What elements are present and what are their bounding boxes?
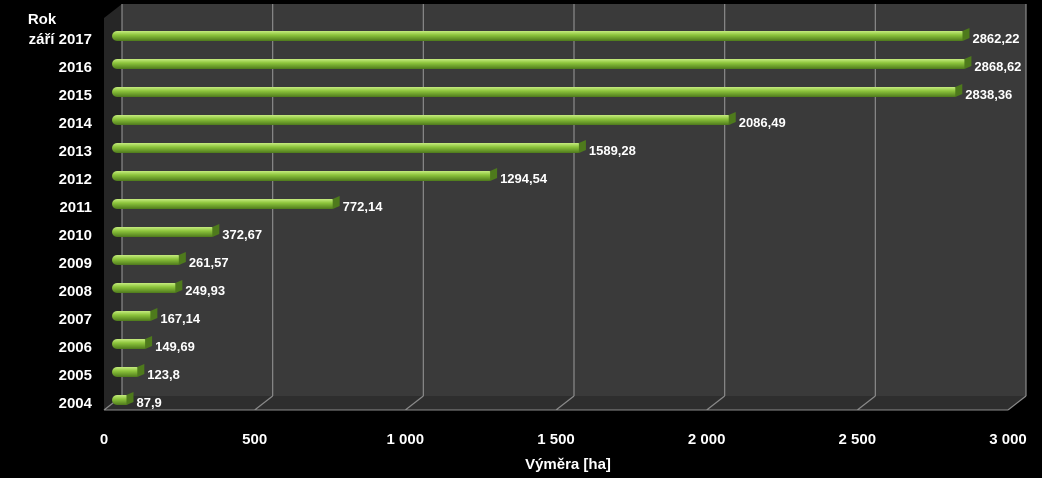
y-tick-label: 2007: [59, 311, 92, 328]
x-tick-label: 1 500: [537, 431, 575, 448]
x-tick-label: 1 000: [387, 431, 425, 448]
y-tick-label: 2011: [59, 199, 92, 216]
y-tick-label: 2008: [59, 283, 92, 300]
y-tick-label: 2005: [59, 367, 92, 384]
bar-end-cap: [964, 56, 972, 69]
bar: [112, 171, 495, 181]
y-tick-label: 2013: [59, 143, 92, 160]
bar: [112, 255, 183, 265]
y-tick-label: 2009: [59, 255, 92, 272]
gridline-floor: [555, 395, 575, 411]
bar-end-cap: [145, 336, 153, 349]
bar-end-cap: [955, 84, 963, 97]
bar-end-cap: [728, 112, 736, 125]
bar-end-cap: [578, 140, 586, 153]
bar: [112, 283, 180, 293]
bar-end-cap: [137, 364, 145, 377]
x-tick-label: 0: [100, 431, 108, 448]
bar-value-label: 249,93: [185, 283, 225, 298]
y-tick-label: 2006: [59, 339, 92, 356]
bar: [112, 59, 969, 69]
gridline-floor: [404, 395, 424, 411]
bar-value-label: 1294,54: [500, 171, 548, 186]
gridline-floor: [1007, 395, 1027, 411]
x-tick-label: 3 000: [989, 431, 1027, 448]
y-axis-title: Rok: [28, 11, 57, 28]
bar-value-label: 372,67: [222, 227, 262, 242]
bar: [112, 143, 583, 153]
bar-value-label: 2868,62: [974, 59, 1021, 74]
bar-end-cap: [178, 252, 186, 265]
y-tick-label: září 2017: [29, 31, 92, 48]
bar-value-label: 772,14: [343, 199, 384, 214]
bar-end-cap: [490, 168, 498, 181]
bar-value-label: 149,69: [155, 339, 195, 354]
x-axis-title: Výměra [ha]: [525, 456, 611, 473]
x-tick-label: 2 000: [688, 431, 726, 448]
bar: [112, 311, 155, 321]
bar: [112, 367, 142, 377]
gridline-floor: [254, 395, 274, 411]
bar-value-label: 1589,28: [589, 143, 636, 158]
bar-value-label: 2862,22: [972, 31, 1019, 46]
bar-end-cap: [126, 392, 134, 405]
y-tick-label: 2012: [59, 171, 92, 188]
bar: [112, 115, 733, 125]
x-tick-label: 500: [242, 431, 267, 448]
bar-value-label: 2838,36: [965, 87, 1012, 102]
y-tick-label: 2010: [59, 227, 92, 244]
bar-end-cap: [175, 280, 183, 293]
x-tick-label: 2 500: [839, 431, 877, 448]
bar: [112, 199, 337, 209]
bar-value-label: 2086,49: [739, 115, 786, 130]
bar: [112, 227, 217, 237]
gridline-floor: [706, 395, 726, 411]
bar-end-cap: [962, 28, 970, 41]
y-tick-label: 2016: [59, 59, 92, 76]
gridline-floor: [856, 395, 876, 411]
bar: [112, 87, 960, 97]
y-tick-label: 2004: [59, 395, 93, 412]
bar: [112, 395, 131, 405]
bar-end-cap: [150, 308, 158, 321]
bar: [112, 31, 967, 41]
bar-end-cap: [332, 196, 340, 209]
bar-value-label: 167,14: [160, 311, 201, 326]
bar-value-label: 87,9: [136, 395, 161, 410]
bar-value-label: 123,8: [147, 367, 180, 382]
y-tick-label: 2014: [59, 115, 93, 132]
bar-end-cap: [212, 224, 220, 237]
bar: [112, 339, 150, 349]
y-tick-label: 2015: [59, 87, 92, 104]
bar-value-label: 261,57: [189, 255, 229, 270]
